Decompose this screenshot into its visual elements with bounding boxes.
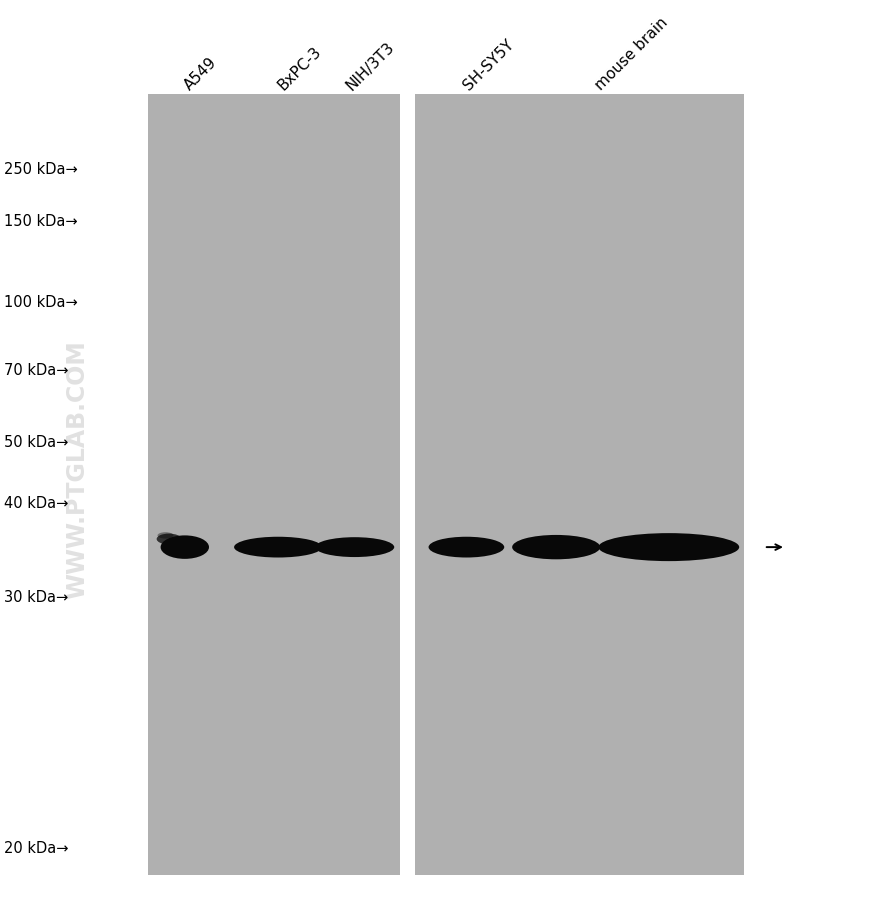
Text: A549: A549 xyxy=(181,54,220,93)
Text: 30 kDa→: 30 kDa→ xyxy=(4,590,69,604)
Text: 20 kDa→: 20 kDa→ xyxy=(4,841,69,855)
Text: SH-SY5Y: SH-SY5Y xyxy=(460,37,517,93)
Bar xyxy=(400,95,415,875)
Ellipse shape xyxy=(315,538,394,557)
Ellipse shape xyxy=(512,535,600,559)
Text: 50 kDa→: 50 kDa→ xyxy=(4,435,69,449)
Text: 150 kDa→: 150 kDa→ xyxy=(4,214,78,228)
Ellipse shape xyxy=(598,533,739,561)
Text: 70 kDa→: 70 kDa→ xyxy=(4,363,69,377)
Text: mouse brain: mouse brain xyxy=(592,14,671,93)
Ellipse shape xyxy=(429,537,504,557)
Text: BxPC-3: BxPC-3 xyxy=(275,43,325,93)
Text: NIH/3T3: NIH/3T3 xyxy=(343,39,397,93)
Ellipse shape xyxy=(161,536,209,559)
Text: 40 kDa→: 40 kDa→ xyxy=(4,496,69,511)
Text: WWW.PTGLAB.COM: WWW.PTGLAB.COM xyxy=(65,340,90,598)
Ellipse shape xyxy=(157,534,181,545)
Ellipse shape xyxy=(234,537,322,557)
Bar xyxy=(148,95,744,875)
Text: 250 kDa→: 250 kDa→ xyxy=(4,162,78,177)
Text: 100 kDa→: 100 kDa→ xyxy=(4,295,78,309)
Ellipse shape xyxy=(158,532,173,538)
